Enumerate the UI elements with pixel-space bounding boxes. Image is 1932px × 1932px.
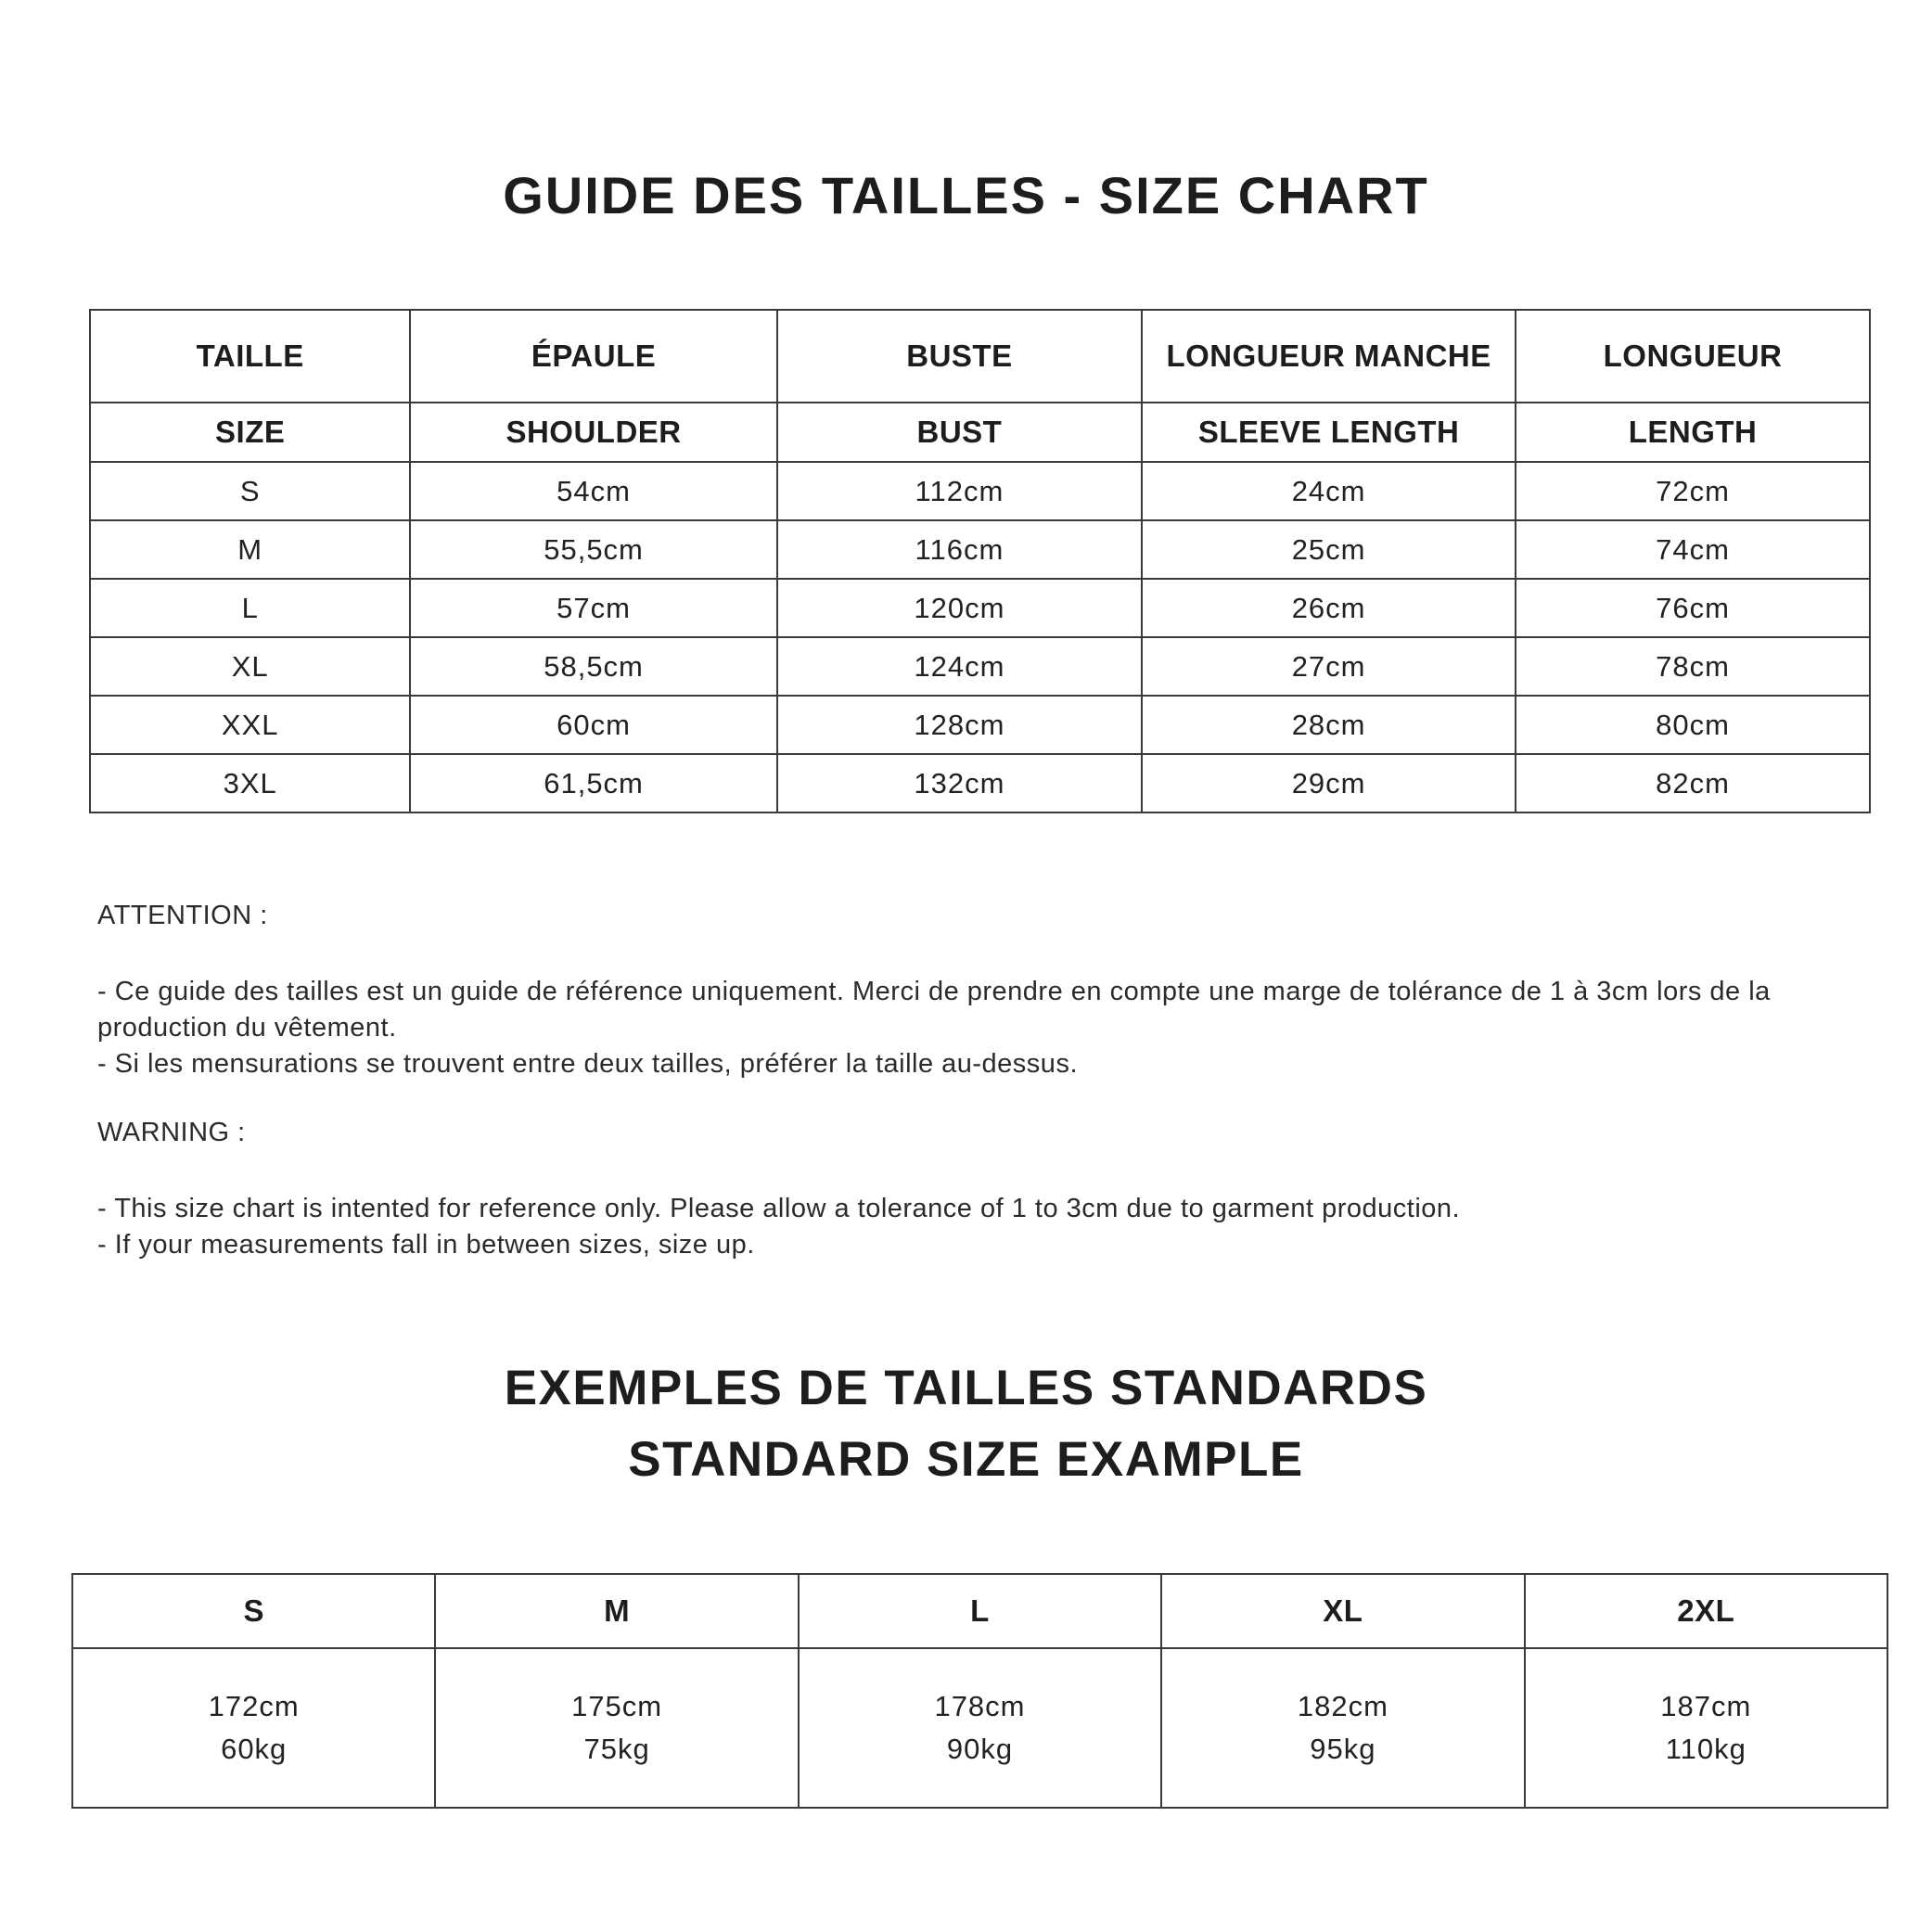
weight-value: 75kg — [583, 1733, 650, 1765]
table-row-xxl: XXL 60cm 128cm 28cm 80cm — [88, 695, 1871, 755]
shoulder-cell: 61,5cm — [409, 753, 778, 813]
example-cell-m: 175cm 75kg — [434, 1647, 800, 1809]
attention-item: - Ce guide des tailles est un guide de r… — [97, 977, 1771, 1043]
example-cell-2xl: 187cm 110kg — [1523, 1647, 1889, 1809]
standard-size-example-table: S M L XL 2XL 172cm 60kg 175cm 75kg 178cm… — [70, 1573, 1889, 1809]
shoulder-cell: 57cm — [409, 578, 778, 638]
shoulder-cell: 54cm — [409, 461, 778, 521]
table-row-s: S 54cm 112cm 24cm 72cm — [88, 461, 1871, 521]
header-taille: TAILLE — [88, 309, 412, 403]
header-longueur: LONGUEUR — [1515, 309, 1871, 403]
page-title: GUIDE DES TAILLES - SIZE CHART — [503, 166, 1429, 224]
size-cell: S — [88, 461, 412, 521]
example-header-xl: XL — [1160, 1573, 1526, 1649]
size-chart-table: TAILLE ÉPAULE BUSTE LONGUEUR MANCHE LONG… — [88, 309, 1871, 813]
header-length: LENGTH — [1515, 402, 1871, 463]
attention-items: - Ce guide des tailles est un guide de r… — [97, 974, 1867, 1082]
height-value: 175cm — [571, 1690, 663, 1722]
bust-cell: 120cm — [775, 578, 1144, 638]
table-row-3xl: 3XL 61,5cm 132cm 29cm 82cm — [88, 753, 1871, 813]
size-cell: 3XL — [88, 753, 412, 813]
bust-cell: 124cm — [775, 636, 1144, 697]
table-row-xl: XL 58,5cm 124cm 27cm 78cm — [88, 636, 1871, 697]
size-chart-header-fr: TAILLE ÉPAULE BUSTE LONGUEUR MANCHE LONG… — [88, 309, 1871, 403]
header-size: SIZE — [88, 402, 412, 463]
height-value: 182cm — [1297, 1690, 1388, 1722]
sleeve-cell: 26cm — [1141, 578, 1517, 638]
warning-items: - This size chart is intented for refere… — [97, 1191, 1867, 1263]
table-row-l: L 57cm 120cm 26cm 76cm — [88, 578, 1871, 638]
size-cell: XXL — [88, 695, 412, 755]
example-header-s: S — [70, 1573, 437, 1649]
header-sleeve-length: SLEEVE LENGTH — [1141, 402, 1517, 463]
length-cell: 78cm — [1515, 636, 1871, 697]
sleeve-cell: 29cm — [1141, 753, 1517, 813]
example-header-m: M — [434, 1573, 800, 1649]
attention-heading: ATTENTION : — [97, 901, 268, 930]
height-value: 172cm — [208, 1690, 300, 1722]
weight-value: 60kg — [221, 1733, 288, 1765]
bust-cell: 112cm — [775, 461, 1144, 521]
attention-item: - Si les mensurations se trouvent entre … — [97, 1049, 1078, 1079]
example-cell-xl: 182cm 95kg — [1160, 1647, 1526, 1809]
header-longueur-manche: LONGUEUR MANCHE — [1141, 309, 1517, 403]
weight-value: 95kg — [1310, 1733, 1376, 1765]
header-shoulder: SHOULDER — [409, 402, 778, 463]
header-buste: BUSTE — [775, 309, 1144, 403]
size-cell: XL — [88, 636, 412, 697]
length-cell: 72cm — [1515, 461, 1871, 521]
weight-value: 90kg — [946, 1733, 1014, 1765]
example-header-l: L — [797, 1573, 1163, 1649]
length-cell: 82cm — [1515, 753, 1871, 813]
example-data-row: 172cm 60kg 175cm 75kg 178cm 90kg 182cm 9… — [70, 1647, 1889, 1809]
bust-cell: 132cm — [775, 753, 1144, 813]
sleeve-cell: 27cm — [1141, 636, 1517, 697]
bust-cell: 128cm — [775, 695, 1144, 755]
height-value: 178cm — [934, 1690, 1026, 1722]
sleeve-cell: 25cm — [1141, 519, 1517, 580]
table-row-m: M 55,5cm 116cm 25cm 74cm — [88, 519, 1871, 580]
warning-item: - If your measurements fall in between s… — [97, 1230, 755, 1260]
example-header-2xl: 2XL — [1523, 1573, 1889, 1649]
header-bust: BUST — [775, 402, 1144, 463]
examples-title-fr: EXEMPLES DE TAILLES STANDARDS — [504, 1361, 1428, 1415]
size-cell: L — [88, 578, 412, 638]
length-cell: 76cm — [1515, 578, 1871, 638]
length-cell: 74cm — [1515, 519, 1871, 580]
shoulder-cell: 60cm — [409, 695, 778, 755]
example-cell-l: 178cm 90kg — [797, 1647, 1163, 1809]
bust-cell: 116cm — [775, 519, 1144, 580]
height-value: 187cm — [1660, 1690, 1752, 1722]
shoulder-cell: 55,5cm — [409, 519, 778, 580]
sleeve-cell: 24cm — [1141, 461, 1517, 521]
weight-value: 110kg — [1665, 1733, 1746, 1765]
size-cell: M — [88, 519, 412, 580]
shoulder-cell: 58,5cm — [409, 636, 778, 697]
warning-heading: WARNING : — [97, 1118, 246, 1147]
header-epaule: ÉPAULE — [409, 309, 778, 403]
notes-section: ATTENTION : - Ce guide des tailles est u… — [97, 901, 1867, 1263]
warning-item: - This size chart is intented for refere… — [97, 1194, 1461, 1223]
examples-title-en: STANDARD SIZE EXAMPLE — [628, 1432, 1304, 1487]
sleeve-cell: 28cm — [1141, 695, 1517, 755]
size-chart-header-en: SIZE SHOULDER BUST SLEEVE LENGTH LENGTH — [88, 402, 1871, 463]
examples-title: EXEMPLES DE TAILLES STANDARDS STANDARD S… — [0, 1352, 1932, 1495]
example-cell-s: 172cm 60kg — [70, 1647, 437, 1809]
length-cell: 80cm — [1515, 695, 1871, 755]
example-header-row: S M L XL 2XL — [70, 1573, 1889, 1649]
